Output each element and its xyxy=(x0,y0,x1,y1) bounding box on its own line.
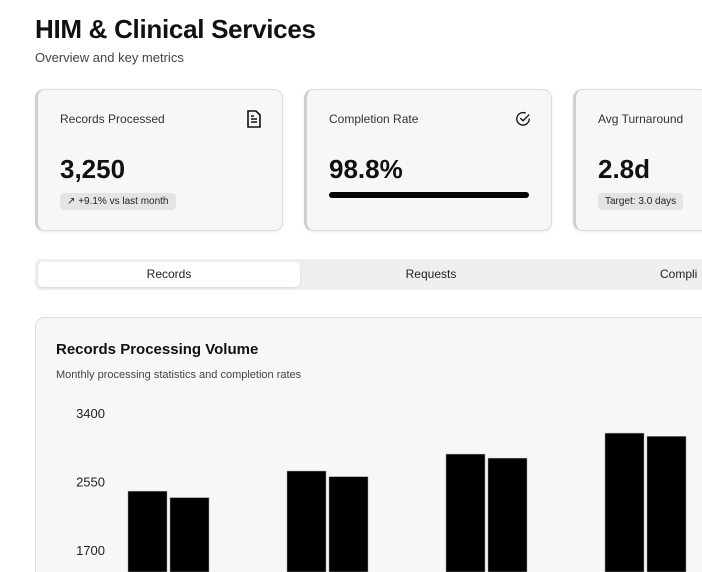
document-icon xyxy=(247,110,261,128)
bar-chart: 3400 2550 1700 xyxy=(76,406,687,572)
bar-series1-2 xyxy=(286,470,327,572)
y-tick-label: 1700 xyxy=(76,543,105,558)
card-value: 98.8% xyxy=(329,154,403,184)
completion-progress-bar xyxy=(329,192,529,198)
trend-badge: ↗ +9.1% vs last month xyxy=(60,193,176,210)
chart-subtitle: Monthly processing statistics and comple… xyxy=(56,369,302,381)
bar-series2-1 xyxy=(169,497,210,572)
bar-series1-3 xyxy=(445,453,486,572)
card-value: 3,250 xyxy=(60,154,126,184)
y-tick-label: 3400 xyxy=(76,406,105,421)
y-tick-label: 2550 xyxy=(76,475,105,490)
tab-records[interactable]: Records xyxy=(38,262,300,287)
bar-series1-1 xyxy=(127,490,168,572)
card-label: Records Processed xyxy=(60,112,165,126)
trending-up-icon: ↗ xyxy=(67,196,76,207)
card-value: 2.8d xyxy=(598,154,651,184)
avg-turnaround-card: Avg Turnaround 2.8d Target: 3.0 days xyxy=(573,89,702,231)
bar-series2-2 xyxy=(328,476,369,572)
bar-series2-4 xyxy=(646,436,687,572)
check-circle-icon xyxy=(516,112,530,126)
chart-card: Records Processing Volume Monthly proces… xyxy=(35,317,702,572)
bar-series2-3 xyxy=(487,457,528,572)
page-title: HIM & Clinical Services xyxy=(35,14,316,44)
target-badge: Target: 3.0 days xyxy=(598,193,684,210)
page-subtitle: Overview and key metrics xyxy=(35,50,184,65)
chart-title: Records Processing Volume xyxy=(56,341,259,358)
badge-text: +9.1% vs last month xyxy=(78,196,169,207)
tab-bar: Records Requests Compli xyxy=(35,259,702,290)
records-processed-card: Records Processed 3,250 ↗ +9.1% vs last … xyxy=(35,89,283,231)
bar-series1-4 xyxy=(604,432,645,572)
tab-compliance[interactable]: Compli xyxy=(660,267,698,281)
card-label: Completion Rate xyxy=(329,112,419,126)
card-label: Avg Turnaround xyxy=(598,112,684,126)
tab-requests[interactable]: Requests xyxy=(405,267,457,281)
completion-rate-card: Completion Rate 98.8% xyxy=(304,89,552,231)
